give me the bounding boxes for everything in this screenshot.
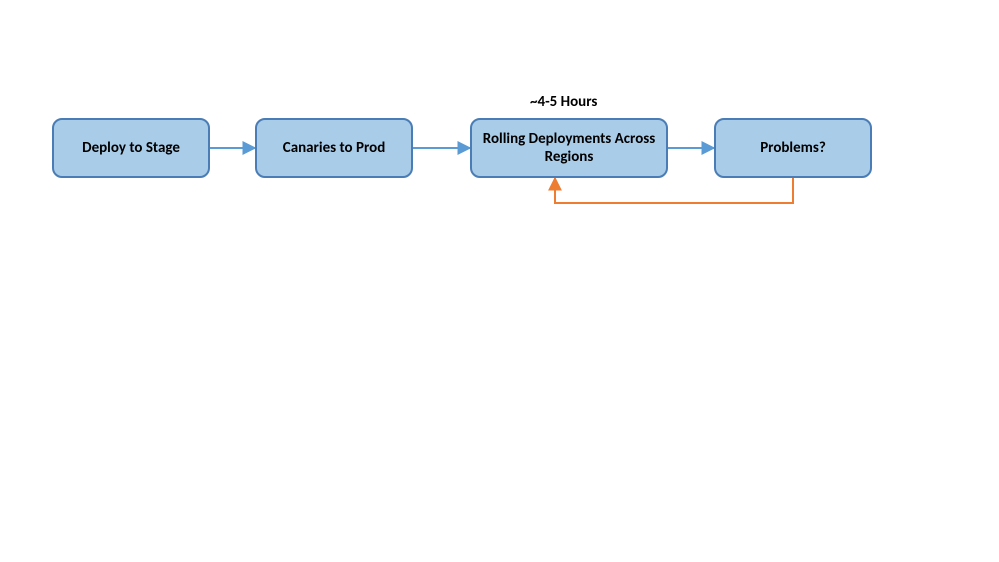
node-label: Problems? <box>760 139 826 157</box>
annotation-hours: ~4-5 Hours <box>530 93 597 111</box>
edges-layer <box>0 0 999 562</box>
node-problems: Problems? <box>714 118 872 178</box>
node-rolling-deployments: Rolling Deployments Across Regions <box>470 118 668 178</box>
node-canaries-prod: Canaries to Prod <box>255 118 413 178</box>
node-deploy-stage: Deploy to Stage <box>52 118 210 178</box>
annotation-label: ~4-5 Hours <box>530 93 597 111</box>
node-label: Deploy to Stage <box>82 139 180 157</box>
node-label: Canaries to Prod <box>283 139 386 157</box>
deployment-flowchart: Deploy to Stage Canaries to Prod Rolling… <box>0 0 999 562</box>
edge-problems-rolling <box>555 178 793 203</box>
node-label: Rolling Deployments Across Regions <box>478 130 660 166</box>
